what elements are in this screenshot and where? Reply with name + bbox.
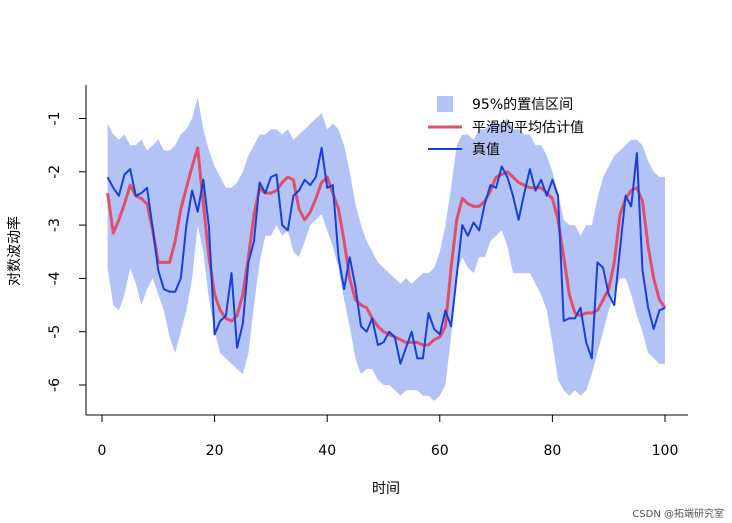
- true-value-line: [106, 146, 666, 365]
- series-line-layer: [106, 146, 667, 365]
- x-tick-label: 60: [431, 443, 449, 459]
- y-tick-label: -3: [47, 218, 63, 232]
- x-axis-title: 时间: [372, 481, 400, 497]
- x-tick-label: 100: [652, 443, 679, 459]
- smooth-mean-line: [106, 146, 667, 347]
- x-tick-label: 80: [543, 443, 561, 459]
- x-tick-label: 40: [318, 443, 336, 459]
- y-tick-label: -6: [47, 378, 63, 392]
- x-tick-label: 0: [98, 443, 107, 459]
- legend-label-true: 真值: [472, 142, 500, 158]
- watermark-text: CSDN @拓端研究室: [632, 507, 724, 520]
- legend-swatch-band: [437, 96, 453, 112]
- y-axis-ticks: -6 -5 -4 -3 -2 -1: [47, 112, 86, 392]
- y-tick-label: -1: [47, 112, 63, 126]
- x-axis-ticks: 0 20 40 60 80 100: [98, 415, 679, 459]
- legend-label-smooth: 平滑的平均估计值: [472, 119, 584, 136]
- legend-label-band: 95%的置信区间: [472, 97, 573, 113]
- confidence-band-area: [107, 97, 666, 401]
- y-axis-title: 对数波动率: [6, 216, 23, 286]
- axes: 0 20 40 60 80 100 -6 -5 -4 -3 -2 -1: [47, 85, 688, 459]
- legend: 95%的置信区间 平滑的平均估计值 真值: [428, 96, 584, 158]
- y-tick-label: -4: [47, 271, 63, 285]
- x-tick-label: 20: [206, 443, 224, 459]
- y-tick-label: -5: [47, 325, 63, 339]
- y-tick-label: -2: [47, 165, 63, 179]
- confidence-band-layer: [107, 97, 666, 401]
